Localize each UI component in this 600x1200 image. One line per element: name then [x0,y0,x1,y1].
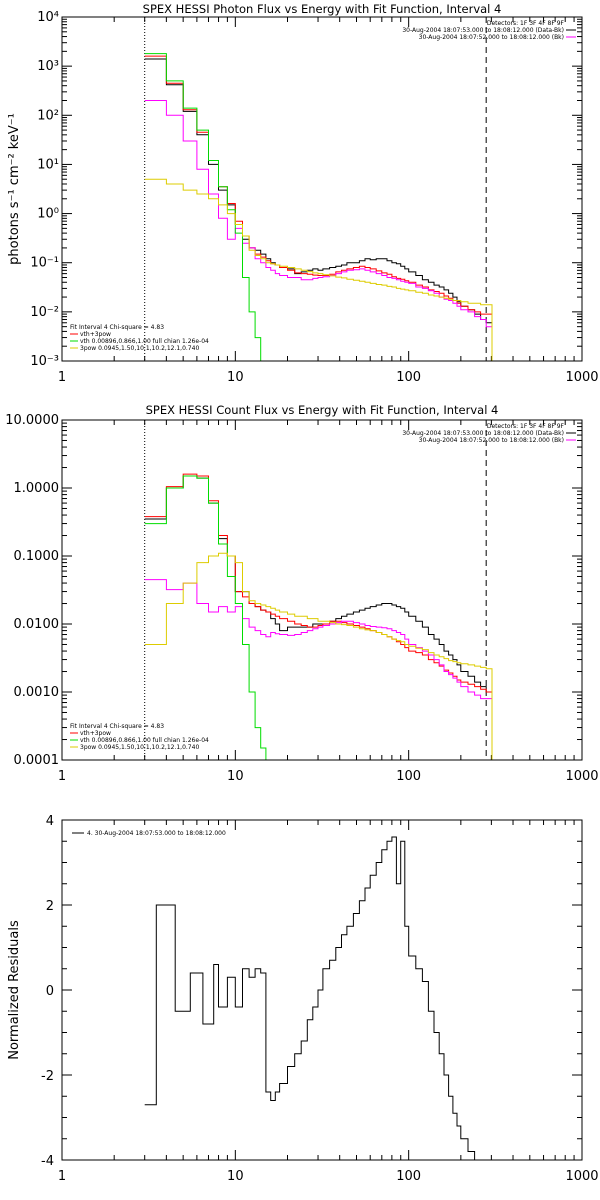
y-tick-label: 0.0100 [14,617,60,632]
series-line-2 [144,55,493,361]
legend-header: Detectors: 1F 3F 4F 8F 9F [487,423,565,430]
x-tick-label: 1000 [565,769,598,784]
x-tick-label: 100 [396,769,421,784]
series-line-4 [144,475,272,760]
x-tick-label: 1 [58,769,66,784]
fit-legend-entry: 3pow 0.0945,1.50,10.1,10.2,12.1,0.740 [80,744,199,751]
y-tick-label: 4 [46,814,54,829]
series-line-5 [144,552,493,760]
chart-panel-3: Normalized Residuals 1 10 100 1000 -4 -2 0 2 4 4. … [7,814,599,1184]
x-tick-label: 1 [58,370,66,385]
fit-legend-header: Fit Interval 4 Chi-square = 4.83 [70,324,164,331]
series-line-1 [144,836,492,1160]
plot-frame [61,819,583,1161]
fit-legend-entry: vth+3pow [80,730,111,737]
x-tick-label: 1 [58,1169,66,1184]
series-line-5 [144,178,493,361]
series-group [144,53,493,361]
y-axis-label: Normalized Residuals [7,920,22,1060]
x-tick-label: 10 [227,769,244,784]
y-tick-label: 0.1000 [14,549,60,564]
legend-entry-text: 30-Aug-2004 18:07:52.000 to 18:08:12.000… [419,34,564,41]
y-tick-label: 10⁻¹ [30,256,59,271]
y-tick-label: 2 [46,899,54,914]
y-tick-label: 1.0000 [14,481,60,496]
x-tick-label: 1000 [565,370,598,385]
series-line-2 [144,473,493,760]
y-tick-label: 10² [37,108,59,123]
legend-entry-text: 30-Aug-2004 18:07:53.000 to 18:08:12.000… [402,27,564,34]
x-tick-label: 1000 [565,1169,598,1184]
plot-frame [61,419,583,761]
legend-entry-text: 30-Aug-2004 18:07:53.000 to 18:08:12.000… [402,430,564,437]
series-group [144,473,493,760]
y-tick-label: 10¹ [37,157,59,172]
y-tick-label: 10⁻³ [30,354,59,369]
chart-title: SPEX HESSI Count Flux vs Energy with Fit… [146,403,499,417]
series-line-1 [144,58,493,361]
fit-legend-entry: 3pow 0.0945,1.50,10.1,10.2,12.1,0.740 [80,345,199,352]
y-tick-label: 10⁻² [30,305,59,320]
y-tick-label: 0.0010 [14,685,60,700]
x-tick-label: 10 [227,1169,244,1184]
series-line-3 [144,579,493,760]
series-line-4 [144,53,272,361]
chart-panel-1: SPEX HESSI Photon Flux vs Energy with Fi… [7,2,599,385]
series-line-1 [144,475,493,760]
legend-header: Detectors: 1F 3F 4F 8F 9F [487,20,565,27]
y-tick-label: 0.0001 [14,753,60,768]
fit-legend-entry: vth+3pow [80,331,111,338]
legend-entry-text: 30-Aug-2004 18:07:52.000 to 18:08:12.000… [419,437,564,444]
y-tick-label: 0 [46,984,54,999]
chart-panel-2: SPEX HESSI Count Flux vs Energy with Fit… [5,403,598,784]
y-tick-label: 10⁴ [37,10,59,25]
fit-legend-header: Fit Interval 4 Chi-square = 4.83 [70,723,164,730]
y-tick-label: -4 [41,1154,54,1169]
fit-legend-entry: vth 0.00896,0.866,1.00 full chian 1.26e-… [80,737,209,744]
x-tick-label: 100 [396,370,421,385]
y-tick-label: 10⁰ [37,207,59,222]
series-line-3 [144,100,493,361]
x-tick-label: 100 [396,1169,421,1184]
y-tick-label: -2 [41,1069,54,1084]
plot-frame [61,16,583,362]
series-group [144,836,492,1160]
legend-entry-text: 4. 30-Aug-2004 18:07:53.000 to 18:08:12.… [87,830,226,837]
x-tick-label: 10 [227,370,244,385]
fit-legend-entry: vth 0.00896,0.866,1.00 full chian 1.26e-… [80,338,209,345]
y-axis-label: photons s⁻¹ cm⁻² keV⁻¹ [7,113,22,265]
chart-title: SPEX HESSI Photon Flux vs Energy with Fi… [143,2,502,16]
y-tick-label: 10³ [37,59,59,74]
y-tick-label: 10.0000 [5,413,59,428]
